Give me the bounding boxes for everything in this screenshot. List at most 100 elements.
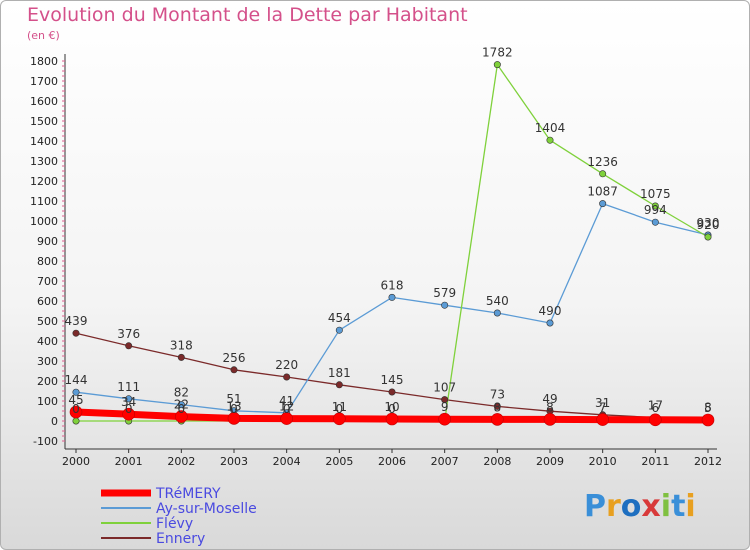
data-label: 31	[595, 396, 610, 410]
y-tick-label: 600	[37, 295, 58, 308]
data-label: 318	[170, 338, 193, 352]
data-label: 8	[546, 400, 554, 414]
data-point	[704, 233, 712, 241]
data-label: 1075	[640, 187, 671, 201]
x-tick-label: 2009	[536, 455, 564, 468]
x-tick-label: 2012	[694, 455, 722, 468]
data-label: 5	[704, 401, 712, 415]
logo-letter: o	[620, 489, 642, 524]
data-label: 7	[599, 401, 607, 415]
data-label: 920	[697, 218, 720, 232]
data-label: 145	[381, 373, 404, 387]
logo-letter: i	[660, 489, 672, 524]
logo-letter: t	[671, 489, 686, 524]
data-point	[493, 309, 501, 317]
data-label: 0	[283, 402, 291, 416]
data-point	[651, 218, 659, 226]
x-tick-label: 2005	[325, 455, 353, 468]
y-tick-label: 1500	[30, 115, 58, 128]
data-point	[69, 405, 83, 419]
logo-letter: i	[685, 489, 696, 524]
data-point	[649, 413, 662, 427]
data-label: 1087	[587, 185, 618, 199]
y-tick-label: 200	[37, 375, 58, 388]
data-label: 376	[117, 327, 140, 341]
data-point	[543, 413, 557, 426]
data-label: 22	[174, 398, 189, 412]
data-label: 439	[65, 314, 88, 328]
logo-letter: r	[606, 489, 621, 524]
y-tick-label: 700	[37, 275, 58, 288]
data-point	[651, 202, 659, 210]
data-label: 1404	[535, 121, 566, 135]
y-tick-label: 1200	[30, 175, 58, 188]
data-point	[599, 170, 607, 178]
data-point	[388, 293, 396, 301]
y-tick-label: 1700	[30, 75, 58, 88]
data-label: 1782	[482, 46, 513, 60]
data-label: 0	[125, 402, 133, 416]
data-label: 49	[542, 392, 557, 406]
data-point	[283, 373, 291, 381]
x-tick-label: 2011	[641, 455, 669, 468]
y-tick-label: 1600	[30, 95, 58, 108]
data-point	[546, 319, 554, 327]
data-label: 930	[697, 216, 720, 230]
series-line	[75, 63, 709, 422]
data-point	[175, 410, 188, 423]
legend-label: Ennery	[156, 531, 205, 547]
data-point	[438, 412, 451, 426]
data-label: 82	[174, 386, 189, 400]
data-point	[125, 395, 133, 403]
data-label: 0	[178, 402, 186, 416]
x-tick-label: 2001	[115, 455, 143, 468]
data-label: 181	[328, 366, 351, 380]
data-point	[701, 413, 715, 427]
data-label: 13	[226, 399, 241, 413]
y-tick-label: 0	[51, 415, 58, 428]
y-tick-label: -100	[33, 435, 58, 448]
data-label: 45	[68, 393, 83, 407]
y-tick-label: 1300	[30, 155, 58, 168]
data-label: 579	[433, 286, 456, 300]
data-point	[72, 388, 80, 396]
y-tick-label: 800	[37, 255, 58, 268]
data-label: 256	[223, 351, 246, 365]
data-point	[335, 381, 343, 389]
data-point	[599, 200, 607, 208]
y-tick-label: 1800	[30, 55, 58, 68]
x-tick-label: 2006	[378, 455, 406, 468]
logo-letter: x	[641, 489, 661, 524]
data-label: 9	[441, 400, 449, 414]
proxiti-logo: Proxiti	[584, 489, 696, 524]
data-label: 8	[704, 400, 712, 414]
y-tick-label: 300	[37, 355, 58, 368]
data-label: 0	[230, 402, 238, 416]
y-tick-label: 1100	[30, 195, 58, 208]
data-label: 0	[72, 402, 80, 416]
data-point	[333, 412, 346, 426]
chart-title: Evolution du Montant de la Dette par Hab…	[27, 4, 468, 26]
logo-letter: P	[584, 489, 606, 524]
data-label: 10	[384, 400, 399, 414]
data-point	[441, 396, 449, 404]
x-tick-label: 2008	[483, 455, 511, 468]
data-point	[227, 412, 241, 425]
data-point	[493, 402, 501, 410]
x-tick-label: 2002	[167, 455, 195, 468]
data-label: 0	[336, 402, 344, 416]
data-label: 0	[388, 402, 396, 416]
legend-label: TRéMERY	[155, 486, 221, 502]
y-tick-label: 1400	[30, 135, 58, 148]
y-tick-label: 1000	[30, 215, 58, 228]
legend-label: Ay-sur-Moselle	[156, 501, 257, 517]
data-point	[280, 412, 293, 425]
data-point	[335, 326, 343, 334]
data-point	[177, 353, 185, 361]
data-label: 6	[652, 401, 660, 415]
data-label: 34	[121, 395, 136, 409]
data-point	[122, 407, 135, 421]
data-label: 111	[117, 380, 140, 394]
data-label: 51	[226, 392, 241, 406]
